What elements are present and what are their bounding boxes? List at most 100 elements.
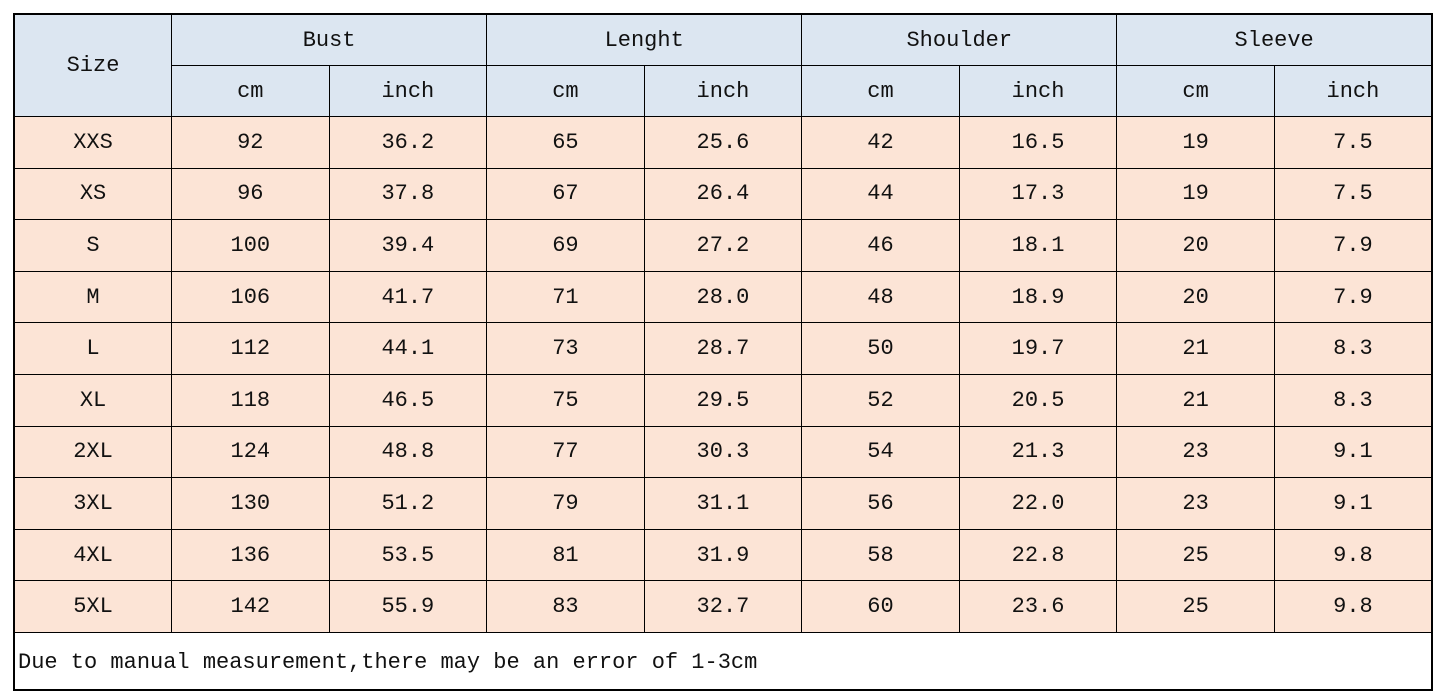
measurement: 8.3 bbox=[1273, 322, 1433, 375]
measurement: 21 bbox=[1116, 373, 1275, 427]
measurement: 54 bbox=[801, 425, 960, 479]
measurement: 48 bbox=[801, 270, 960, 324]
measurement: 124 bbox=[171, 425, 330, 479]
unit-header: inch bbox=[328, 65, 488, 117]
measurement: 28.7 bbox=[643, 322, 803, 375]
unit-header: inch bbox=[1273, 65, 1433, 117]
measurement: 31.1 bbox=[643, 477, 803, 530]
measurement: 8.3 bbox=[1273, 373, 1433, 427]
measurement: 17.3 bbox=[958, 167, 1118, 221]
measurement: 9.8 bbox=[1273, 528, 1433, 582]
measurement: 69 bbox=[486, 219, 645, 272]
measurement: 28.0 bbox=[643, 270, 803, 324]
measurement: 25.6 bbox=[643, 116, 803, 169]
unit-header: cm bbox=[1116, 65, 1275, 117]
measurement: 9.8 bbox=[1273, 580, 1433, 633]
measurement: 7.9 bbox=[1273, 270, 1433, 324]
measurement: 20 bbox=[1116, 219, 1275, 272]
size-label: 5XL bbox=[13, 580, 173, 633]
measurement: 7.5 bbox=[1273, 116, 1433, 169]
measurement: 81 bbox=[486, 528, 645, 582]
measurement: 18.1 bbox=[958, 219, 1118, 272]
group-header: Bust bbox=[171, 13, 488, 66]
measurement: 53.5 bbox=[328, 528, 488, 582]
table-row: cm inch cm inch cm inch cm inch bbox=[14, 65, 1433, 117]
measurement: 92 bbox=[171, 116, 330, 169]
measurement: 7.9 bbox=[1273, 219, 1433, 272]
measurement: 37.8 bbox=[328, 167, 488, 221]
size-chart: Size Bust Lenght Shoulder Sleeve cm inch cm inch… bbox=[13, 13, 1433, 691]
measurement: 20 bbox=[1116, 270, 1275, 324]
measurement: 25 bbox=[1116, 528, 1275, 582]
measurement: 19 bbox=[1116, 167, 1275, 221]
measurement: 50 bbox=[801, 322, 960, 375]
measurement: 100 bbox=[171, 219, 330, 272]
measurement: 96 bbox=[171, 167, 330, 221]
measurement: 46 bbox=[801, 219, 960, 272]
measurement: 29.5 bbox=[643, 373, 803, 427]
size-table: Size Bust Lenght Shoulder Sleeve cm inch cm inch… bbox=[13, 13, 1433, 691]
measurement: 77 bbox=[486, 425, 645, 479]
measurement: 118 bbox=[171, 373, 330, 427]
measurement: 22.0 bbox=[958, 477, 1118, 530]
size-label: S bbox=[13, 219, 173, 272]
table-row: 5XL 142 55.9 83 32.7 60 23.6 25 9.8 bbox=[13, 580, 1433, 633]
unit-header: inch bbox=[958, 65, 1118, 117]
table-row: 4XL 136 53.5 81 31.9 58 22.8 25 9.8 bbox=[13, 528, 1433, 582]
group-header: Shoulder bbox=[801, 13, 1118, 66]
measurement: 9.1 bbox=[1273, 425, 1433, 479]
measurement: 112 bbox=[171, 322, 330, 375]
size-label: M bbox=[13, 270, 173, 324]
measurement: 22.8 bbox=[958, 528, 1118, 582]
measurement: 41.7 bbox=[328, 270, 488, 324]
measurement: 21 bbox=[1116, 322, 1275, 375]
measurement: 23 bbox=[1116, 477, 1275, 530]
measurement: 130 bbox=[171, 477, 330, 530]
table-row: Size Bust Lenght Shoulder Sleeve bbox=[13, 13, 1433, 117]
measurement: 65 bbox=[486, 116, 645, 169]
size-label: XXS bbox=[13, 116, 173, 169]
unit-header: cm bbox=[801, 65, 960, 117]
size-label: 3XL bbox=[13, 477, 173, 530]
table-row: Due to manual measurement,there may be a… bbox=[13, 631, 1433, 691]
measurement: 16.5 bbox=[958, 116, 1118, 169]
measurement: 26.4 bbox=[643, 167, 803, 221]
measurement: 44.1 bbox=[328, 322, 488, 375]
table-row: L 112 44.1 73 28.7 50 19.7 21 8.3 bbox=[13, 322, 1433, 375]
measurement: 67 bbox=[486, 167, 645, 221]
measurement: 27.2 bbox=[643, 219, 803, 272]
measurement: 136 bbox=[171, 528, 330, 582]
measurement: 42 bbox=[801, 116, 960, 169]
measurement: 71 bbox=[486, 270, 645, 324]
size-label: 4XL bbox=[13, 528, 173, 582]
measurement: 21.3 bbox=[958, 425, 1118, 479]
group-header: Lenght bbox=[486, 13, 803, 66]
measurement: 58 bbox=[801, 528, 960, 582]
size-label: XS bbox=[13, 167, 173, 221]
size-header: Size bbox=[13, 13, 173, 117]
measurement: 106 bbox=[171, 270, 330, 324]
measurement: 23 bbox=[1116, 425, 1275, 479]
unit-header: inch bbox=[643, 65, 803, 117]
measurement: 31.9 bbox=[643, 528, 803, 582]
unit-header: cm bbox=[171, 65, 330, 117]
measurement: 36.2 bbox=[328, 116, 488, 169]
measurement: 44 bbox=[801, 167, 960, 221]
measurement: 30.3 bbox=[643, 425, 803, 479]
size-label: 2XL bbox=[13, 425, 173, 479]
table-row: S 100 39.4 69 27.2 46 18.1 20 7.9 bbox=[13, 219, 1433, 272]
table-row: XXS 92 36.2 65 25.6 42 16.5 19 7.5 bbox=[13, 116, 1433, 169]
measurement: 23.6 bbox=[958, 580, 1118, 633]
measurement: 51.2 bbox=[328, 477, 488, 530]
measurement: 18.9 bbox=[958, 270, 1118, 324]
table-row: XS 96 37.8 67 26.4 44 17.3 19 7.5 bbox=[13, 167, 1433, 221]
measurement: 39.4 bbox=[328, 219, 488, 272]
measurement: 75 bbox=[486, 373, 645, 427]
unit-header: cm bbox=[486, 65, 645, 117]
measurement: 19.7 bbox=[958, 322, 1118, 375]
table-row: 2XL 124 48.8 77 30.3 54 21.3 23 9.1 bbox=[13, 425, 1433, 479]
measurement: 73 bbox=[486, 322, 645, 375]
note: Due to manual measurement,there may be a… bbox=[13, 631, 1433, 691]
measurement: 56 bbox=[801, 477, 960, 530]
